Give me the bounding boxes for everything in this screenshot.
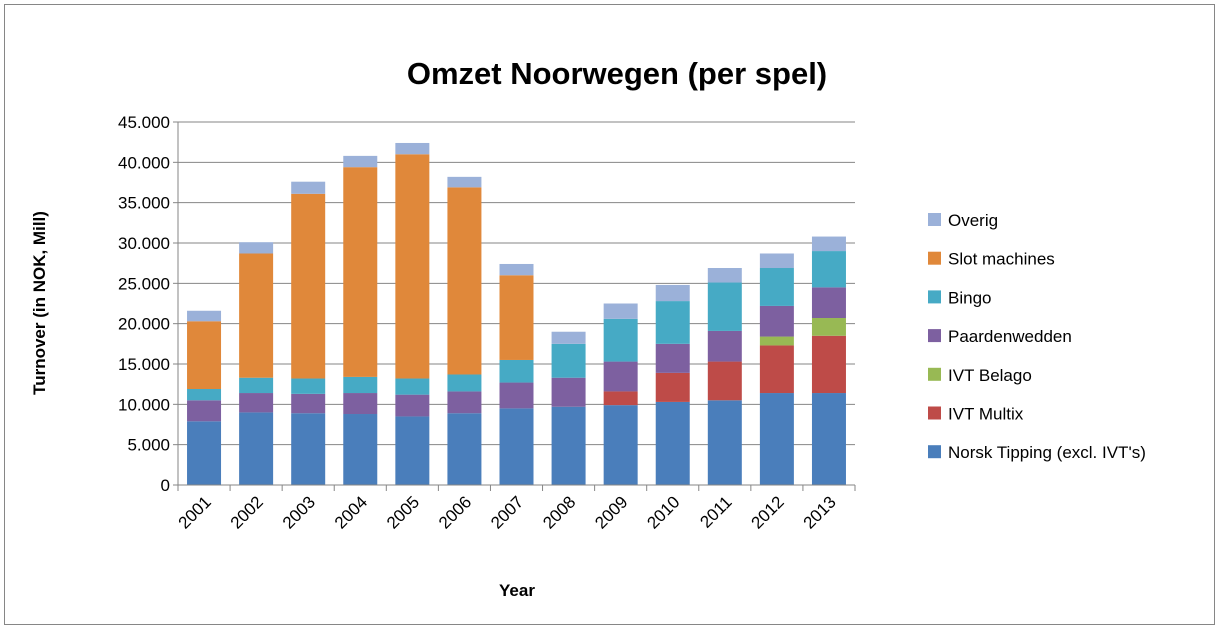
bar-segment <box>187 389 222 401</box>
bar-segment <box>447 187 482 375</box>
bar-segment <box>707 282 742 331</box>
legend-label: IVT Multix <box>948 405 1024 424</box>
bar-segment <box>811 251 846 288</box>
bar-segment <box>551 343 586 378</box>
bar-segment <box>343 376 378 394</box>
bar-segment <box>551 331 586 344</box>
bar-segment <box>759 268 794 306</box>
y-tick-label: 5.000 <box>127 436 170 455</box>
y-tick-label: 30.000 <box>118 234 170 253</box>
legend-swatch <box>928 251 941 265</box>
bar-segment <box>291 181 326 194</box>
bar-segment <box>499 275 534 360</box>
y-tick-label: 35.000 <box>118 194 170 213</box>
bar-segment <box>707 400 742 485</box>
bar-segment <box>603 318 638 362</box>
bar-segment <box>707 361 742 401</box>
bar-segment <box>655 301 690 344</box>
bar-segment <box>603 361 638 392</box>
bar-segment <box>239 242 274 254</box>
bar-segment <box>447 176 482 188</box>
bar-segment <box>603 391 638 406</box>
bar-segment <box>291 193 326 379</box>
bar-segment <box>551 377 586 407</box>
bar-segment <box>655 284 690 302</box>
y-tick-label: 25.000 <box>118 274 170 293</box>
bar-segment <box>759 336 794 346</box>
bar-segment <box>499 408 534 485</box>
bar-segment <box>239 393 274 413</box>
bar-segment <box>811 318 846 336</box>
legend-swatch <box>928 329 941 343</box>
bar-segment <box>291 413 326 485</box>
bar-segment <box>447 413 482 485</box>
bar-segment <box>811 393 846 485</box>
x-axis-label: Year <box>499 581 535 600</box>
bar-segment <box>395 142 430 155</box>
bar-segment <box>759 305 794 337</box>
y-tick-label: 40.000 <box>118 153 170 172</box>
bar-segment <box>291 393 326 414</box>
bar-segment <box>603 303 638 319</box>
bar-segment <box>499 359 534 383</box>
bar-segment <box>187 321 222 390</box>
bar-segment <box>707 268 742 283</box>
bar-segment <box>395 154 430 379</box>
bar-segment <box>395 378 430 395</box>
bar-segment <box>395 416 430 485</box>
y-axis-label: Turnover (in NOK, Mill) <box>30 211 49 395</box>
bar-segment <box>499 263 534 276</box>
bar-segment <box>655 401 690 485</box>
bar-segment <box>759 393 794 485</box>
bar-segment <box>343 393 378 415</box>
chart-title: Omzet Noorwegen (per spel) <box>407 56 827 91</box>
y-tick-label: 10.000 <box>118 395 170 414</box>
bar-segment <box>343 414 378 485</box>
bar-segment <box>603 405 638 485</box>
y-tick-label: 20.000 <box>118 315 170 334</box>
legend-label: IVT Belago <box>948 366 1032 385</box>
legend-swatch <box>928 406 941 420</box>
bar-segment <box>759 345 794 394</box>
legend-swatch <box>928 367 941 381</box>
legend-label: Overig <box>948 211 998 230</box>
y-tick-label: 15.000 <box>118 355 170 374</box>
bar-segment <box>655 343 690 373</box>
bar-segment <box>239 253 274 378</box>
bar-segment <box>707 330 742 362</box>
bar-segment <box>759 253 794 269</box>
bar-segment <box>447 391 482 414</box>
bar-segment <box>187 400 222 422</box>
legend-label: Bingo <box>948 288 991 307</box>
bar-segment <box>811 335 846 394</box>
bar-segment <box>239 412 274 485</box>
bar-segment <box>655 372 690 402</box>
legend-label: Slot machines <box>948 250 1055 269</box>
legend-swatch <box>928 290 941 304</box>
bar-segment <box>811 236 846 252</box>
bar-segment <box>187 421 222 485</box>
bar-segment <box>811 287 846 319</box>
y-tick-label: 45.000 <box>118 113 170 132</box>
bar-segment <box>343 155 378 168</box>
bar-segment <box>551 406 586 485</box>
bar-segment <box>187 310 222 322</box>
legend-swatch <box>928 213 941 226</box>
y-tick-label: 0 <box>161 476 170 495</box>
legend-swatch <box>928 445 941 459</box>
bar-segment <box>447 374 482 392</box>
bar-segment <box>395 394 430 417</box>
legend-label: Norsk Tipping (excl. IVT's) <box>948 443 1146 462</box>
bar-segment <box>239 377 274 394</box>
bar-segment <box>499 382 534 409</box>
bar-segment <box>291 378 326 394</box>
legend-label: Paardenwedden <box>948 327 1072 346</box>
bar-segment <box>343 167 378 377</box>
